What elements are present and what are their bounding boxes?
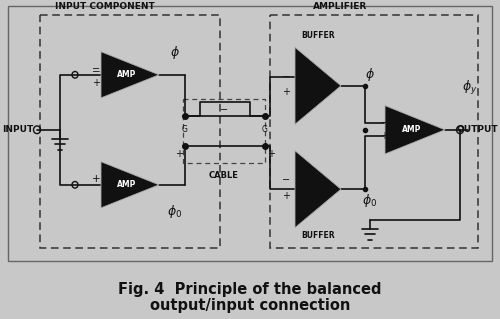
Text: AMPLIFIER: AMPLIFIER	[313, 2, 367, 11]
Text: −: −	[92, 64, 100, 74]
Polygon shape	[101, 52, 159, 98]
Text: $\phi$: $\phi$	[365, 66, 375, 83]
Text: +: +	[282, 191, 290, 201]
Text: AMP: AMP	[118, 70, 137, 79]
Text: INPUT COMPONENT: INPUT COMPONENT	[55, 2, 155, 11]
Text: −: −	[92, 66, 100, 77]
Text: AMP: AMP	[402, 125, 421, 134]
Text: $\phi_0$: $\phi_0$	[168, 203, 182, 220]
Text: −: −	[282, 175, 290, 185]
Text: BUFFER: BUFFER	[301, 231, 335, 240]
Polygon shape	[101, 162, 159, 208]
Text: AMP: AMP	[118, 180, 137, 189]
Polygon shape	[295, 47, 341, 124]
Text: Fig. 4  Principle of the balanced: Fig. 4 Principle of the balanced	[118, 282, 382, 297]
Text: −: −	[380, 118, 388, 128]
Text: G: G	[182, 125, 188, 134]
Text: −: −	[220, 105, 228, 115]
Text: OUTPUT: OUTPUT	[456, 125, 498, 134]
Polygon shape	[385, 106, 445, 154]
Text: INPUT: INPUT	[2, 125, 33, 134]
Text: CABLE: CABLE	[209, 170, 239, 180]
Text: +: +	[267, 149, 275, 159]
Polygon shape	[295, 151, 341, 228]
Text: G: G	[262, 125, 268, 134]
Text: $\phi$: $\phi$	[170, 44, 180, 61]
Text: +: +	[92, 78, 100, 87]
Text: BUFFER: BUFFER	[301, 31, 335, 40]
Text: output/input connection: output/input connection	[150, 298, 350, 313]
Text: −: −	[282, 72, 290, 82]
Text: $\phi_0$: $\phi_0$	[362, 192, 378, 209]
Text: +: +	[175, 149, 183, 159]
Text: +: +	[282, 87, 290, 97]
Text: +: +	[380, 131, 388, 141]
Text: $\phi_y$: $\phi_y$	[462, 79, 478, 97]
Text: +: +	[92, 174, 100, 184]
